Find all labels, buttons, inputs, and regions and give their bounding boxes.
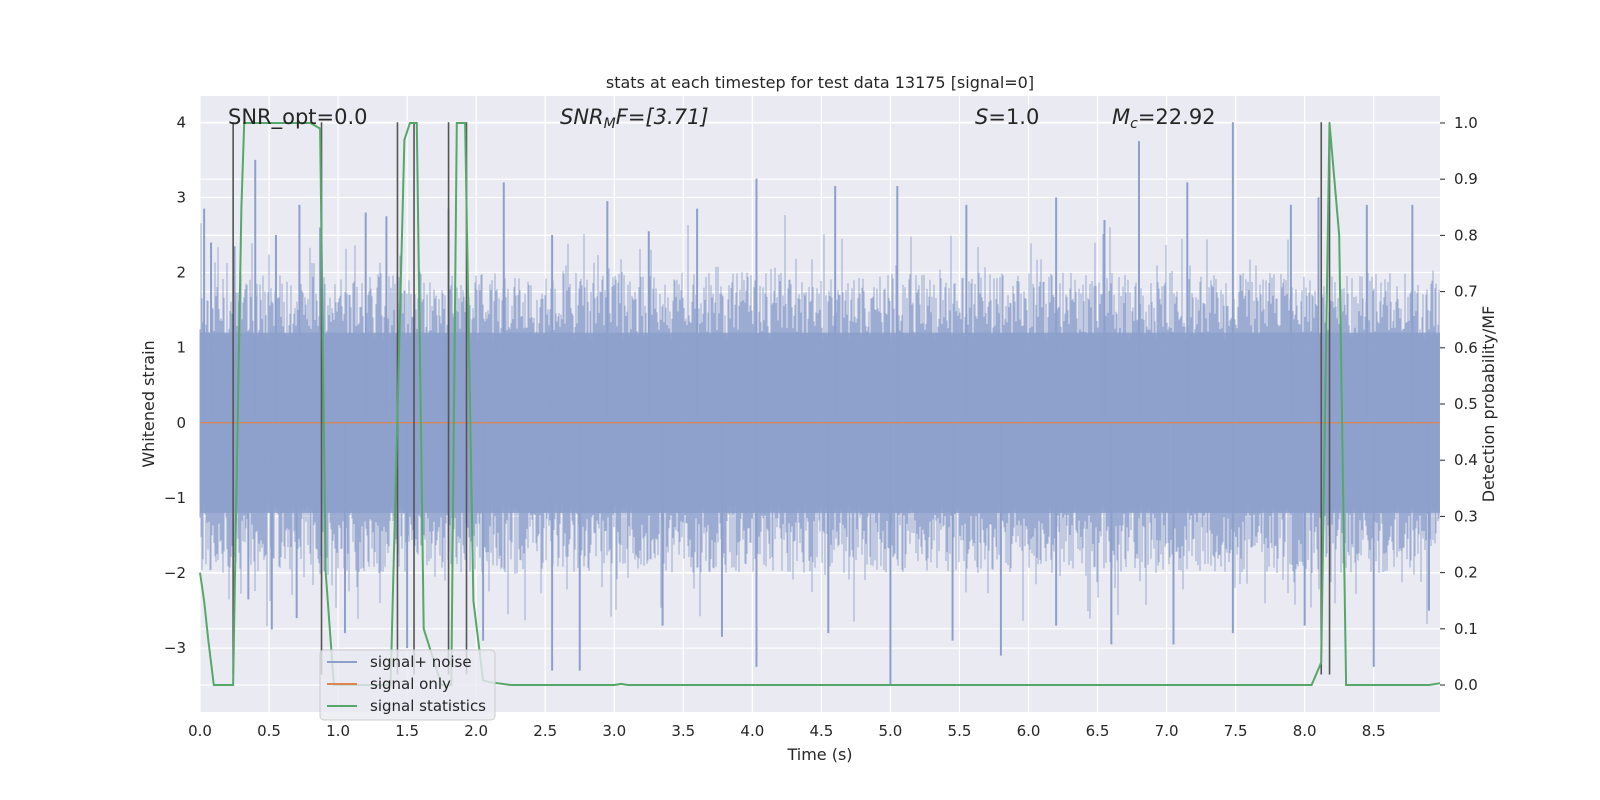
x-tick-label: 7.5 (1224, 722, 1248, 740)
x-tick-label: 0.5 (257, 722, 281, 740)
x-tick-label: 5.5 (948, 722, 972, 740)
y-right-axis-label: Detection probability/MF (1479, 306, 1498, 503)
annotation-s-rest: =1.0 (988, 105, 1039, 129)
y-right-tick-label: 0.9 (1454, 170, 1478, 188)
annotation-snr-mf-main: SNR (560, 105, 604, 129)
legend-label-signal-only: signal only (370, 675, 451, 693)
x-tick-label: 1.5 (395, 722, 419, 740)
x-tick-labels: 0.0 0.5 1.0 1.5 2.0 2.5 3.0 3.5 4.0 4.5 5.0 5.5 6.0 6… (188, 722, 1386, 740)
legend-label-signal-noise: signal+ noise (370, 653, 472, 671)
x-tick-label: 4.5 (809, 722, 833, 740)
y-right-tick-label: 1.0 (1454, 114, 1478, 132)
y-tick-label: 1 (176, 339, 186, 357)
y-tick-label: −1 (164, 489, 186, 507)
chart-title: stats at each timestep for test data 131… (606, 73, 1034, 92)
annotation-mc-sub: c (1130, 116, 1138, 132)
y-right-tick-label: 0.0 (1454, 676, 1478, 694)
x-tick-label: 4.0 (740, 722, 764, 740)
y-right-tick-label: 0.7 (1454, 283, 1478, 301)
y-right-tick-label: 0.2 (1454, 564, 1478, 582)
x-tick-label: 2.5 (533, 722, 557, 740)
x-tick-label: 2.0 (464, 722, 488, 740)
x-tick-label: 5.0 (878, 722, 902, 740)
annotation-snr-opt: SNR_opt=0.0 (228, 105, 368, 130)
x-tick-label: 3.0 (602, 722, 626, 740)
x-tick-label: 7.0 (1155, 722, 1179, 740)
y-tick-label: 3 (176, 188, 186, 206)
annotation-s-main: S (975, 105, 988, 129)
annotation-mc-rest: =22.92 (1138, 105, 1216, 129)
x-tick-label: 6.5 (1086, 722, 1110, 740)
y-tick-label: 0 (176, 414, 186, 432)
y-tick-label: −3 (164, 639, 186, 657)
y-tick-label: 4 (176, 113, 186, 131)
y-axis-label: Whitened strain (139, 340, 158, 467)
y-right-tick-label: 0.8 (1454, 226, 1478, 244)
x-tick-label: 8.0 (1293, 722, 1317, 740)
annotation-s: S=1.0 (975, 105, 1039, 129)
x-tick-label: 6.0 (1017, 722, 1041, 740)
annotation-mc: Mc=22.92 (1112, 105, 1216, 132)
y-right-tick-label: 0.5 (1454, 395, 1478, 413)
annotation-snr-mf: SNRMF=[3.71] (560, 105, 709, 132)
y-right-tick-label: 0.3 (1454, 507, 1478, 525)
x-tick-label: 3.5 (671, 722, 695, 740)
y-right-tick-label: 0.4 (1454, 451, 1478, 469)
y-tick-label: −2 (164, 564, 186, 582)
legend-box (319, 649, 496, 721)
y-right-tick-label: 0.1 (1454, 620, 1478, 638)
annotation-mc-main: M (1112, 105, 1130, 129)
noise-spikes (203, 122, 1430, 686)
y-tick-label: 2 (176, 264, 186, 282)
y-right-tick-labels: 1.0 0.9 0.8 0.7 0.6 0.5 0.4 0.3 0.2 0.1 0.0 (1440, 114, 1478, 694)
legend-label-signal-statistics: signal statistics (370, 697, 486, 715)
annotation-snr-mf-rest: F=[3.71] (616, 105, 709, 129)
x-tick-label: 0.0 (188, 722, 212, 740)
annotation-snr-mf-sub: M (604, 116, 616, 132)
legend: signal+ noise signal only signal statist… (319, 649, 496, 721)
x-tick-label: 8.5 (1362, 722, 1386, 740)
x-axis-label: Time (s) (786, 745, 852, 764)
y-tick-labels: 4 3 2 1 0 −1 −2 −3 (164, 113, 186, 657)
x-tick-label: 1.0 (326, 722, 350, 740)
y-right-tick-label: 0.6 (1454, 339, 1478, 357)
